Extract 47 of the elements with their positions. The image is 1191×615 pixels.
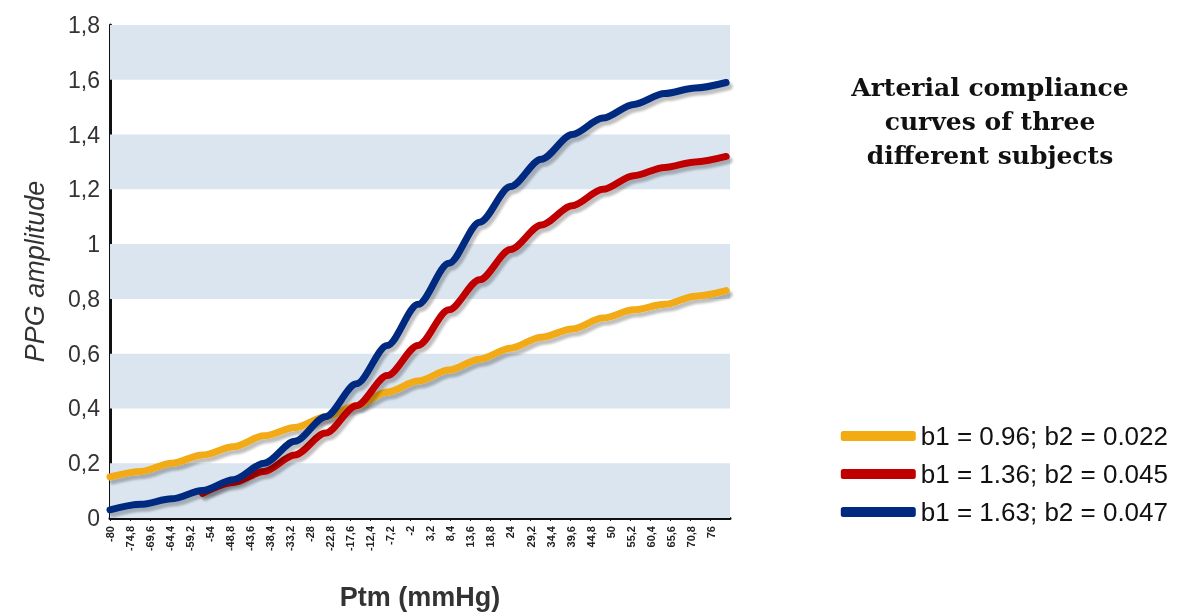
x-tick-label: 55,2	[624, 526, 637, 548]
y-tick-label: 1,4	[68, 121, 101, 148]
x-tick-label: 34,4	[544, 525, 557, 548]
x-tick-label: 8,4	[444, 525, 457, 542]
y-tick-label: 1,6	[68, 66, 100, 93]
x-tick-label: 76	[704, 526, 717, 539]
y-tick-label: 0,4	[68, 395, 101, 422]
x-tick-label: 3,2	[424, 526, 437, 542]
x-tick-label: -38,4	[264, 525, 277, 552]
x-tick-label: 39,6	[564, 526, 577, 548]
x-tick-label: -80	[104, 526, 116, 542]
y-tick-label: 1,8	[68, 12, 100, 38]
x-tick-label: -74,8	[124, 526, 137, 552]
y-tick-label: 0,8	[68, 285, 100, 312]
x-tick-label: 70,8	[684, 526, 697, 548]
x-tick-label: -28	[304, 526, 317, 542]
x-tick-label: 29,2	[524, 526, 537, 548]
legend-label: b1 = 1.36; b2 = 0.045	[920, 459, 1168, 489]
y-tick-label: 0,2	[68, 450, 100, 477]
y-axis-title: PPG amplitude	[19, 180, 50, 363]
x-tick-label: 18,8	[484, 526, 497, 548]
x-tick-label: -33,2	[284, 526, 297, 552]
x-tick-label: -22,8	[324, 526, 337, 552]
x-tick-label: 13,6	[464, 526, 477, 548]
x-tick-label: 50	[604, 526, 617, 539]
y-tick-label: 0	[87, 505, 100, 531]
x-tick-label: 44,8	[584, 526, 597, 548]
x-axis-title: Ptm (mmHg)	[339, 581, 501, 612]
x-tick-label: -69,6	[144, 526, 157, 552]
x-tick-label: -64,4	[164, 525, 177, 552]
x-tick-label: -2	[404, 526, 417, 536]
x-tick-label: -12,4	[364, 525, 377, 552]
legend-label: b1 = 0.96; b2 = 0.022	[920, 421, 1168, 451]
legend-label: b1 = 1.63; b2 = 0.047	[920, 497, 1168, 527]
x-tick-label: -43,6	[244, 526, 257, 552]
text: Arterial compliance curves of three different subjects	[850, 72, 1129, 170]
x-tick-label: 24	[504, 525, 517, 539]
x-tick-label: -48,8	[224, 526, 237, 552]
y-tick-label: 1,2	[68, 176, 100, 203]
y-tick-label: 0,6	[68, 340, 100, 367]
x-tick-label: 65,6	[664, 526, 677, 548]
x-tick-label: -17,6	[344, 526, 357, 552]
x-tick-label: -59,2	[184, 526, 197, 552]
y-tick-label: 1	[87, 231, 100, 258]
x-tick-label: 60,4	[644, 525, 657, 548]
x-tick-label: -54	[204, 525, 217, 542]
x-tick-label: -7,2	[384, 526, 397, 545]
